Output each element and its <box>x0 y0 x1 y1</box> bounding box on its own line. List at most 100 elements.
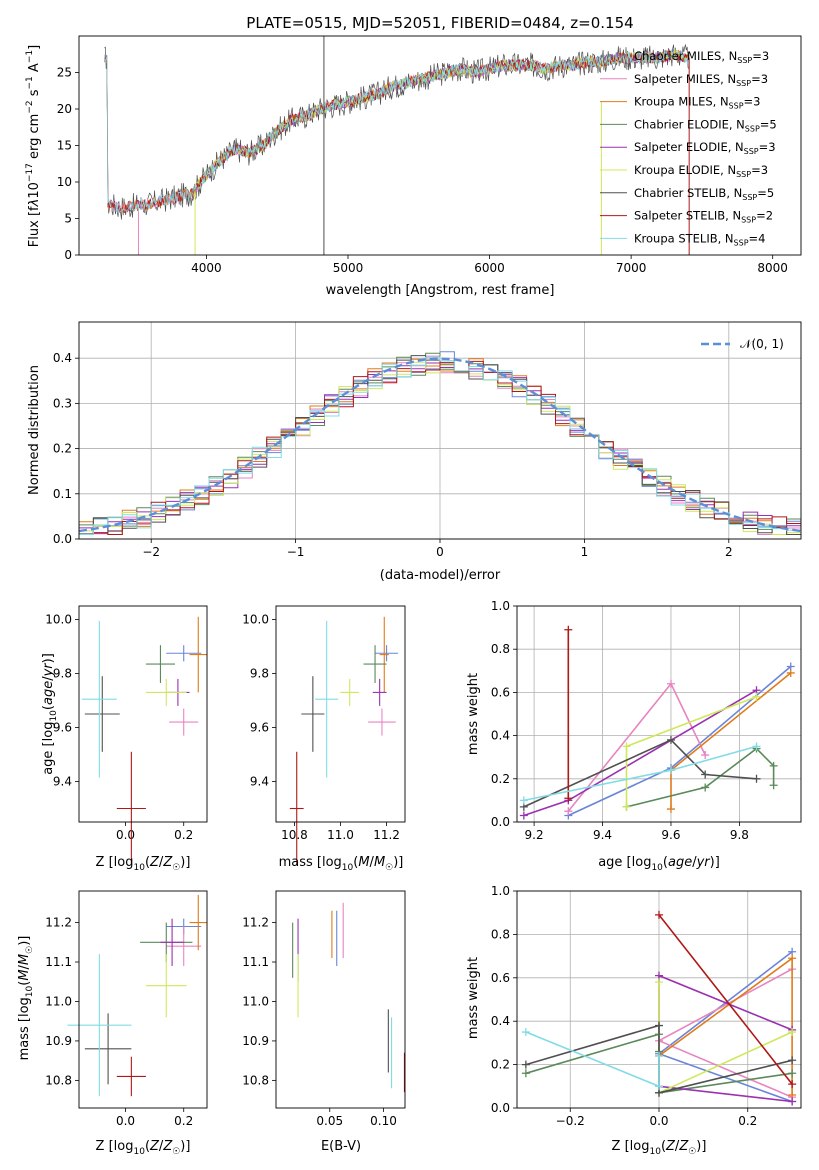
massweight-point <box>521 1060 530 1069</box>
histogram-step <box>79 356 801 535</box>
y-tick-label: 1.0 <box>491 599 510 613</box>
x-tick-label: 1 <box>581 545 589 559</box>
x-tick-label: 11.2 <box>373 828 400 842</box>
massweight-line <box>670 672 792 809</box>
axes-frame <box>78 321 802 540</box>
y-tick-label: 0.4 <box>53 351 72 365</box>
massweight-point <box>564 625 573 634</box>
mass-vs-metallicity-panel: 0.0 0.2 10.8 10.9 11.0 11.1 11.2 <box>45 890 208 1128</box>
massweight-point <box>788 1056 797 1065</box>
y-tick-label: 0.0 <box>491 815 510 829</box>
x-tick-label: 7000 <box>616 261 647 275</box>
y-tick-label: 1.0 <box>491 884 510 898</box>
legend-value: =3 <box>751 163 768 177</box>
y-tick-label: 0.6 <box>491 971 510 985</box>
massweight-point <box>519 811 528 820</box>
massweight-point <box>701 783 710 792</box>
axes-frame <box>78 890 208 1109</box>
x-tick-label: 0.05 <box>316 1114 343 1128</box>
y-tick-label: 0.6 <box>491 685 510 699</box>
x-tick-label: 2 <box>725 545 733 559</box>
y-tick-label: 11.0 <box>45 994 72 1008</box>
legend-entry: Kroupa STELIB, NSSP=4 <box>634 231 765 247</box>
massweight-point <box>788 1069 797 1078</box>
x-tick-label: 9.4 <box>593 828 612 842</box>
x-tick-label: 4000 <box>191 261 222 275</box>
y-tick-label: 10 <box>57 175 72 189</box>
massweight-point <box>788 1080 797 1089</box>
x-tick-label: 0.0 <box>116 828 135 842</box>
x-tick-label: 9.2 <box>525 828 544 842</box>
y-tick-label: 0.2 <box>53 442 72 456</box>
spectrum-xlabel: wavelength [Angstrom, rest frame] <box>326 283 555 298</box>
legend-value: =5 <box>757 186 774 200</box>
x-tick-label: 0.0 <box>116 1114 135 1128</box>
residual-histogram-panel: −2 −1 0 1 2 0.0 0.1 0.2 0.3 0.4 𝒩(0, 1) <box>53 321 802 559</box>
massweight-point <box>788 954 797 963</box>
y-tick-label: 10.9 <box>242 1034 269 1048</box>
legend-subscript: SSP <box>736 79 751 88</box>
y-tick-label: 9.6 <box>53 721 72 735</box>
y-tick-label: 11.0 <box>242 994 269 1008</box>
y-tick-label: 0.4 <box>491 729 510 743</box>
x-tick-label: −2 <box>142 545 160 559</box>
legend-entry: Salpeter STELIB, NSSP=2 <box>634 209 773 225</box>
massweight-point <box>701 770 710 779</box>
y-tick-label: 10.9 <box>45 1034 72 1048</box>
legend-entry: Kroupa MILES, NSSP=3 <box>634 95 760 111</box>
legend-subscript: SSP <box>736 170 751 179</box>
massweight-line <box>523 689 757 817</box>
legend-entry: Chabrier STELIB, NSSP=5 <box>634 186 774 202</box>
massweight-point <box>786 668 795 677</box>
y-tick-label: 10.8 <box>242 1073 269 1087</box>
x-tick-label: 0.2 <box>174 1114 193 1128</box>
massweight-point <box>622 742 631 751</box>
x-tick-label: 0.2 <box>738 1114 757 1128</box>
y-tick-label: 5 <box>64 212 72 226</box>
legend-entry: 𝒩(0, 1) <box>740 337 784 351</box>
x-tick-label: 9.6 <box>661 828 680 842</box>
x-tick-label: 9.8 <box>730 828 749 842</box>
mwAge-xlabel: age [log10(age/yr)] <box>598 855 720 873</box>
ageM-xlabel: mass [log10(M/M☉)] <box>279 855 404 873</box>
y-tick-label: 25 <box>57 66 72 80</box>
massweight-point <box>752 774 761 783</box>
massweight-point <box>655 1051 663 1060</box>
legend-subscript: SSP <box>734 238 749 247</box>
y-tick-label: 0 <box>64 248 72 262</box>
y-tick-label: 9.4 <box>250 775 269 789</box>
massweight-line <box>523 738 757 808</box>
legend-value: =3 <box>759 140 776 154</box>
x-tick-label: −0.2 <box>556 1114 585 1128</box>
y-tick-label: 11.2 <box>45 916 72 930</box>
y-tick-label: 11.1 <box>242 955 269 969</box>
age-vs-mass-panel: 10.8 11.0 11.2 9.4 9.6 9.8 10.0 <box>242 605 406 866</box>
histogram-step <box>79 360 801 535</box>
y-tick-label: 10.0 <box>45 613 72 627</box>
y-tick-label: 20 <box>57 102 72 116</box>
axes-frame <box>275 890 406 1109</box>
massweight-vs-age-panel: 9.2 9.4 9.6 9.8 0.0 0.2 0.4 0.6 0.8 1.0 <box>491 599 802 842</box>
residual-ylabel: Normed distribution <box>27 365 42 495</box>
legend-subscript: SSP <box>741 216 756 225</box>
massweight-point <box>519 796 528 805</box>
massweight-point <box>622 802 631 811</box>
massweight-point <box>769 761 778 770</box>
massweight-point <box>521 1028 530 1037</box>
y-tick-label: 0.2 <box>491 1058 510 1072</box>
massweight-point <box>752 692 761 701</box>
legend-entry: Chabrier MILES, NSSP=3 <box>634 49 769 65</box>
massweight-point <box>666 679 675 688</box>
y-tick-label: 10.8 <box>45 1073 72 1087</box>
spectrum-ylabel: Flux [fλ10−17 erg cm−2 s−1 A−1] <box>25 45 42 247</box>
massweight-line <box>658 914 793 1085</box>
legend-entry: Kroupa ELODIE, NSSP=3 <box>634 163 768 179</box>
y-tick-label: 10.0 <box>242 613 269 627</box>
x-tick-label: 10.8 <box>281 828 308 842</box>
legend-subscript: SSP <box>729 102 744 111</box>
axes-frame <box>275 605 406 823</box>
y-tick-label: 9.4 <box>53 775 72 789</box>
gaussian-curve <box>79 357 801 533</box>
mwAge-ylabel: mass weight <box>466 673 481 755</box>
